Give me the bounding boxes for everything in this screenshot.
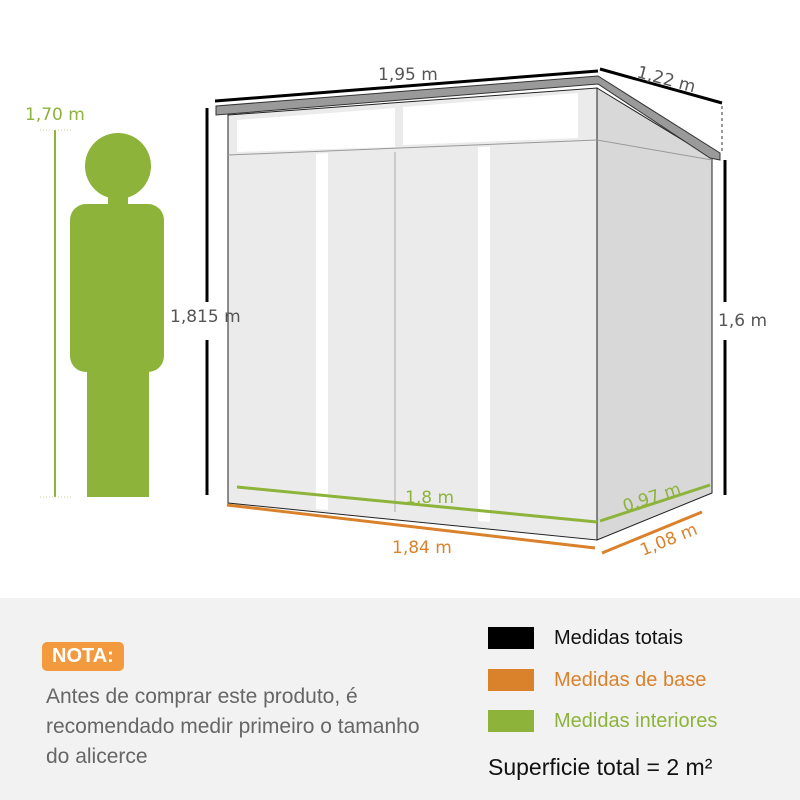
shed [215, 75, 721, 541]
side-height-label: 1,6 m [718, 311, 767, 331]
total-depth-label: 1,22 m [635, 63, 698, 98]
info-panel: NOTA: Antes de comprar este produto, é r… [0, 598, 800, 800]
legend-item-total: Medidas totais [488, 626, 683, 650]
note-text: Antes de comprar este produto, é recomen… [46, 685, 420, 768]
person-silhouette [70, 133, 164, 497]
shed-dimension-diagram: 1,70 m 1,95 m 1,22 m 1,815 m 1,6 m 1,8 m… [25, 63, 767, 561]
interior-width-label: 1,8 m [405, 488, 454, 508]
note-badge: NOTA: [42, 642, 124, 671]
legend-item-interior: Medidas interiores [488, 709, 717, 733]
total-width-label: 1,95 m [378, 65, 438, 85]
total-height-label: 1,815 m [170, 307, 241, 327]
roof [215, 75, 721, 161]
total-surface: Superficie total = 2 m² [488, 754, 713, 780]
person-height-label: 1,70 m [25, 105, 85, 125]
legend-item-base: Medidas de base [488, 668, 706, 692]
base-width-label: 1,84 m [392, 538, 452, 558]
